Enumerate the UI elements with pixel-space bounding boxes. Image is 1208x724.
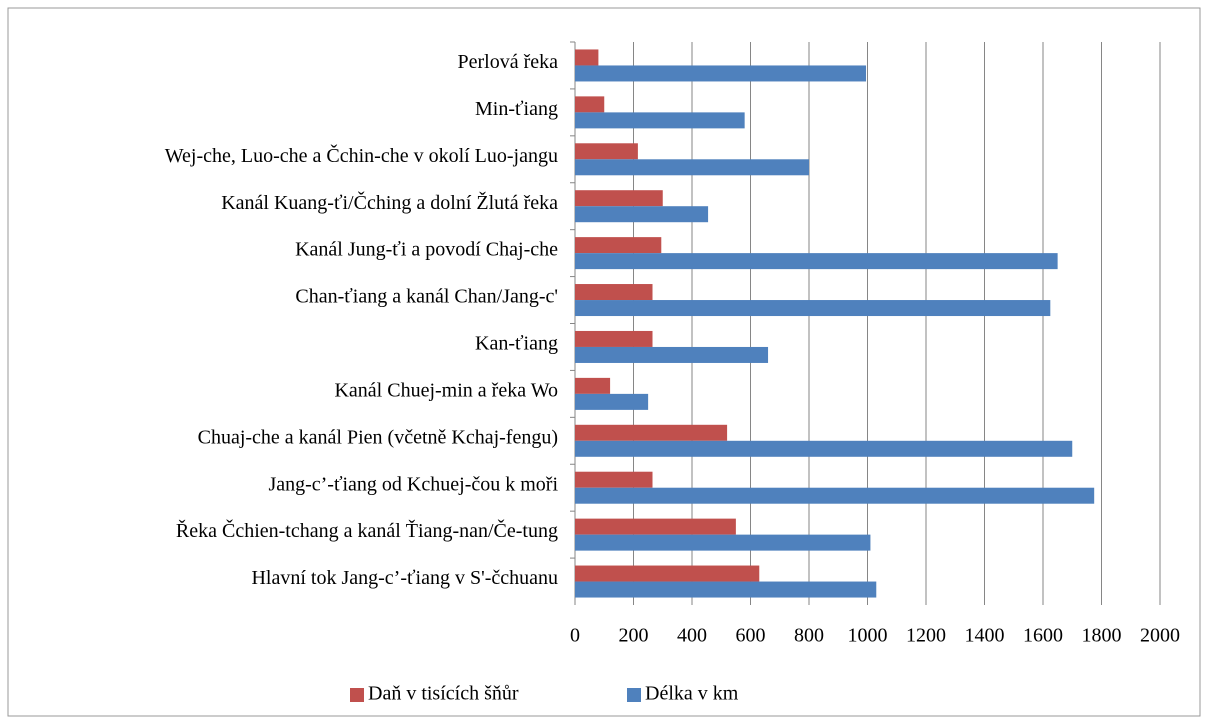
y-tick-label: Chan-ťiang a kanál Chan/Jang-c' (295, 286, 558, 308)
bar (575, 487, 1095, 504)
bar (575, 581, 877, 598)
bar (575, 534, 871, 551)
bar (575, 565, 760, 582)
x-tick-label: 800 (794, 625, 824, 647)
bar (575, 518, 736, 535)
y-tick-label: Kan-ťiang (475, 333, 558, 355)
legend-swatch (627, 688, 641, 702)
x-tick-label: 1200 (906, 625, 946, 647)
x-tick-label: 1800 (1082, 625, 1122, 647)
bar (575, 424, 728, 441)
y-tick-label: Kanál Jung-ťi a povodí Chaj-che (295, 239, 558, 261)
bar (575, 159, 809, 176)
y-tick-label: Chuaj-che a kanál Pien (včetně Kchaj-fen… (198, 426, 558, 448)
bar (575, 330, 653, 347)
bar (575, 393, 649, 410)
bar (575, 112, 745, 129)
y-tick-label: Jang-c’-ťiang od Kchuej-čou k moři (268, 473, 558, 495)
bar (575, 190, 663, 207)
bar (575, 237, 662, 254)
bar (575, 284, 653, 301)
x-tick-label: 200 (619, 625, 649, 647)
x-tick-label: 2000 (1140, 625, 1180, 647)
bar (575, 65, 867, 82)
bar (575, 440, 1073, 457)
bar (575, 143, 638, 160)
legend-swatch (350, 688, 364, 702)
x-tick-label: 1400 (965, 625, 1005, 647)
x-tick-label: 600 (736, 625, 766, 647)
y-tick-label: Řeka Čchien-tchang a kanál Ťiang-nan/Če-… (176, 518, 558, 542)
bar (575, 346, 769, 363)
y-tick-label: Kanál Kuang-ťi/Čching a dolní Žlutá řeka (221, 190, 558, 214)
legend-label: Daň v tisících šňůr (368, 683, 519, 705)
legend-label: Délka v km (645, 683, 739, 705)
x-tick-label: 400 (677, 625, 707, 647)
x-tick-label: 1000 (848, 625, 888, 647)
bar (575, 377, 611, 394)
y-tick-label: Min-ťiang (475, 98, 558, 120)
y-tick-label: Hlavní tok Jang-c’-ťiang v S'-čchuanu (251, 567, 558, 589)
bar (575, 206, 709, 223)
bar (575, 253, 1058, 270)
y-tick-label: Perlová řeka (457, 51, 558, 73)
bar (575, 471, 653, 488)
y-tick-label: Wej-che, Luo-che a Čchin-che v okolí Luo… (165, 143, 558, 167)
y-tick-label: Kanál Chuej-min a řeka Wo (334, 379, 558, 401)
bar (575, 96, 605, 113)
x-tick-label: 1600 (1023, 625, 1063, 647)
bar (575, 300, 1051, 317)
bar (575, 49, 599, 66)
x-tick-label: 0 (570, 625, 580, 647)
